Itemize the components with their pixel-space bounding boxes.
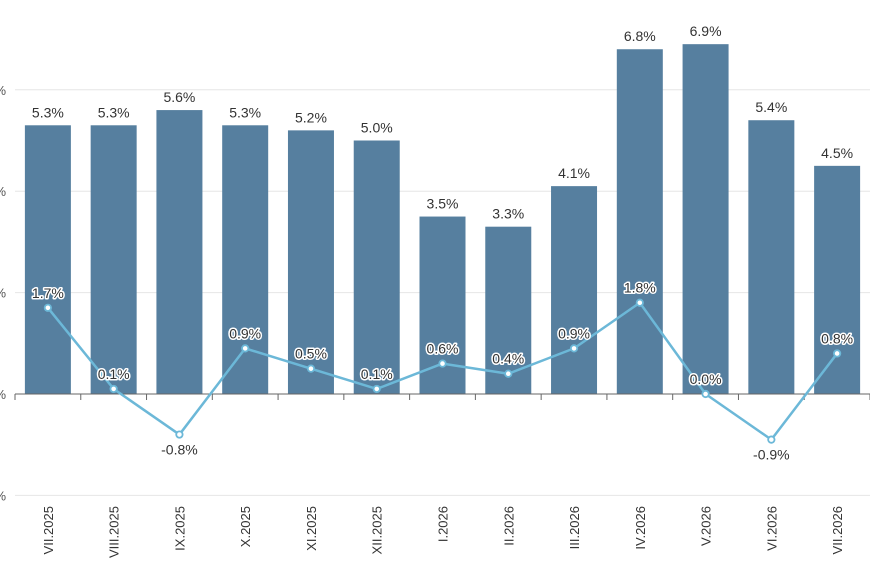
y-tick-label: % [0,387,6,402]
bar-data-label: 3.5% [427,196,459,212]
bar-data-label: 6.9% [690,23,722,39]
y-tick-label: % [0,83,6,98]
line-point [372,384,381,394]
bar-data-label: 5.4% [755,99,787,115]
bar [156,110,203,394]
line-point [569,344,579,353]
bar-data-label: 5.2% [295,109,327,125]
line-point [175,430,184,439]
line-point [767,435,776,444]
bar [287,130,334,395]
y-tick-label: % [0,184,6,199]
bar-data-label: 4.5% [821,145,853,161]
line-point [438,359,447,368]
bar-data-label: 6.8% [624,28,656,44]
line-data-label: -0.8% [161,442,198,458]
x-tick-label: XII.2025 [370,506,385,554]
bar-data-label: 5.0% [361,120,393,136]
line-point [504,369,513,378]
line-data-label: -0.9% [753,447,790,463]
y-tick-label: % [0,488,6,503]
x-tick-label: IV.2026 [633,506,648,550]
x-tick-label: VIII.2025 [107,506,122,558]
line-data-label: 0.5% [295,346,327,362]
x-tick-label: XI.2025 [304,506,319,551]
bar [748,120,795,394]
x-tick-label: VII.2026 [830,506,845,554]
x-tick-label: IX.2025 [172,506,187,551]
line-point [109,384,118,394]
x-tick-label: II.2026 [501,506,516,546]
bar [682,44,729,395]
line-data-label: 0.6% [427,341,459,357]
bar [90,125,137,394]
line-data-label: 0.8% [821,330,853,346]
bar [616,49,663,395]
line-point [701,389,710,399]
y-tick-label: % [0,286,6,301]
line-data-label: 0.9% [558,325,590,341]
bar [24,125,71,394]
line-point [833,349,842,358]
x-tick-label: III.2026 [567,506,582,549]
bar-data-label: 5.6% [163,89,195,105]
bar [814,165,861,394]
bar [353,140,400,394]
bar-data-label: 5.3% [98,104,130,120]
x-tick-label: V.2026 [699,506,714,546]
x-tick-label: VI.2026 [764,506,779,551]
x-tick-label: X.2025 [238,506,253,547]
line-point [635,298,644,307]
line-data-label: 0.1% [361,366,393,382]
bar-data-label: 3.3% [492,206,524,222]
x-tick-label: I.2026 [436,506,451,542]
bar-data-label: 4.1% [558,165,590,181]
line-point [43,303,52,312]
line-data-label: 0.4% [492,351,524,367]
bar-data-label: 5.3% [32,104,64,120]
line-data-label: 0.0% [690,371,722,387]
bar-data-label: 5.3% [229,104,261,120]
bar [551,186,598,394]
bar [485,226,532,394]
line-point [306,364,316,373]
line-data-label: 0.1% [98,366,130,382]
line-point [241,344,250,353]
line-data-label: 0.9% [229,325,261,341]
line-data-label: 1.8% [624,280,656,296]
line-data-label: 1.7% [32,285,64,301]
x-tick-label: VII.2025 [41,506,56,554]
